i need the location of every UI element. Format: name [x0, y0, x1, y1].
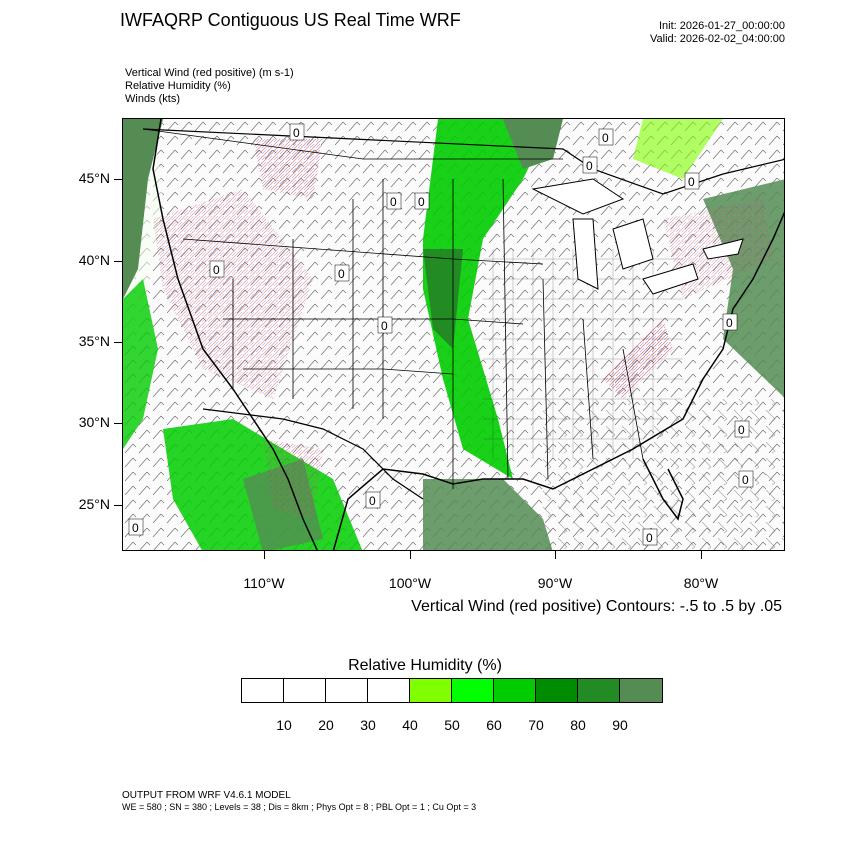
colorbar-label: 10 — [276, 717, 292, 733]
colorbar-swatch — [242, 679, 284, 702]
lon-label-80w: 80°W — [683, 575, 719, 591]
contour-label: 0 — [582, 156, 598, 174]
canada-border — [142, 128, 784, 195]
colorbar-label: 30 — [360, 717, 376, 733]
init-time: Init: 2026-01-27_00:00:00 — [659, 20, 785, 32]
svg-text:0: 0 — [742, 473, 749, 487]
lat-tick — [114, 342, 122, 343]
lat-tick — [114, 423, 122, 424]
lon-tick — [555, 551, 556, 559]
contour-note: Vertical Wind (red positive) Contours: -… — [411, 598, 782, 615]
lat-tick — [114, 179, 122, 180]
colorbar-swatch — [368, 679, 410, 702]
great-lakes — [531, 178, 744, 295]
lat-label-35n: 35°N — [78, 333, 110, 349]
contour-label: 0 — [334, 264, 350, 282]
contour-label: 0 — [722, 313, 738, 331]
contour-labels: 0 0 0 0 0 0 0 0 0 0 0 0 0 0 0 — [128, 123, 754, 546]
field-label-relative-humidity: Relative Humidity (%) — [125, 80, 231, 92]
contour-label: 0 — [209, 260, 225, 278]
colorbar-swatch — [620, 679, 662, 702]
mexico-border — [202, 408, 424, 500]
lat-tick — [114, 505, 122, 506]
coastline — [152, 119, 784, 550]
svg-text:0: 0 — [726, 316, 733, 330]
colorbar-swatch — [284, 679, 326, 702]
rh-shade-pacific — [123, 279, 158, 449]
colorbar — [241, 678, 663, 703]
colorbar-swatch — [326, 679, 368, 702]
svg-text:0: 0 — [132, 521, 139, 535]
svg-text:0: 0 — [369, 494, 376, 508]
contour-label: 0 — [734, 420, 750, 438]
contour-label: 0 — [365, 491, 381, 509]
colorbar-label: 20 — [318, 717, 334, 733]
model-info: OUTPUT FROM WRF V4.6.1 MODEL — [122, 790, 291, 801]
lon-label-110w: 110°W — [243, 575, 285, 591]
svg-text:0: 0 — [293, 126, 300, 140]
contour-label: 0 — [642, 528, 658, 546]
rh-shade-pacific-nw — [123, 119, 163, 299]
contour-label: 0 — [738, 470, 754, 488]
svg-text:0: 0 — [418, 195, 425, 209]
lat-label-40n: 40°N — [78, 252, 110, 268]
contour-label: 0 — [128, 518, 144, 536]
field-label-winds: Winds (kts) — [125, 93, 180, 105]
svg-text:0: 0 — [646, 531, 653, 545]
colorbar-label: 60 — [486, 717, 502, 733]
lat-label-45n: 45°N — [78, 170, 110, 186]
lon-label-90w: 90°W — [537, 575, 573, 591]
svg-text:0: 0 — [688, 175, 695, 189]
contour-label: 0 — [684, 172, 700, 190]
contour-label: 0 — [598, 128, 614, 146]
colorbar-swatch — [452, 679, 494, 702]
rh-shade-plains-band — [423, 119, 553, 479]
lon-label-100w: 100°W — [388, 575, 432, 591]
contour-label: 0 — [386, 192, 402, 210]
contour-label: 0 — [414, 192, 430, 210]
vertical-wind-northern-rockies — [253, 139, 323, 199]
lat-label-25n: 25°N — [78, 496, 110, 512]
lat-tick — [114, 261, 122, 262]
contour-label: 0 — [377, 316, 393, 334]
plot-title: IWFAQRP Contiguous US Real Time WRF — [120, 10, 461, 30]
rh-shade-northeast — [633, 119, 723, 179]
svg-text:0: 0 — [381, 319, 388, 333]
svg-text:0: 0 — [338, 267, 345, 281]
colorbar-label: 70 — [528, 717, 544, 733]
valid-time: Valid: 2026-02-02_04:00:00 — [650, 33, 785, 45]
map-graphic: 0 0 0 0 0 0 0 0 0 0 0 0 0 0 0 — [123, 119, 784, 550]
colorbar-title: Relative Humidity (%) — [348, 657, 502, 674]
county-boundaries — [483, 249, 683, 459]
rh-shade-north — [503, 119, 563, 169]
lon-tick — [410, 551, 411, 559]
svg-text:0: 0 — [602, 131, 609, 145]
rh-shade-gulf — [423, 479, 553, 550]
lon-tick — [701, 551, 702, 559]
lon-tick — [264, 551, 265, 559]
svg-text:0: 0 — [390, 195, 397, 209]
colorbar-swatch — [536, 679, 578, 702]
contour-label: 0 — [289, 123, 305, 141]
svg-text:0: 0 — [213, 263, 220, 277]
svg-text:0: 0 — [586, 159, 593, 173]
field-label-vertical-wind: Vertical Wind (red positive) (m s-1) — [125, 67, 294, 79]
colorbar-label: 90 — [612, 717, 628, 733]
model-config: WE = 580 ; SN = 380 ; Levels = 38 ; Dis … — [122, 802, 477, 812]
colorbar-swatch — [578, 679, 620, 702]
colorbar-swatch — [410, 679, 452, 702]
svg-text:0: 0 — [738, 423, 745, 437]
lat-label-30n: 30°N — [78, 414, 110, 430]
colorbar-swatch — [494, 679, 536, 702]
map-panel: 0 0 0 0 0 0 0 0 0 0 0 0 0 0 0 — [122, 118, 785, 551]
colorbar-label: 80 — [570, 717, 586, 733]
colorbar-label: 50 — [444, 717, 460, 733]
colorbar-label: 40 — [402, 717, 418, 733]
